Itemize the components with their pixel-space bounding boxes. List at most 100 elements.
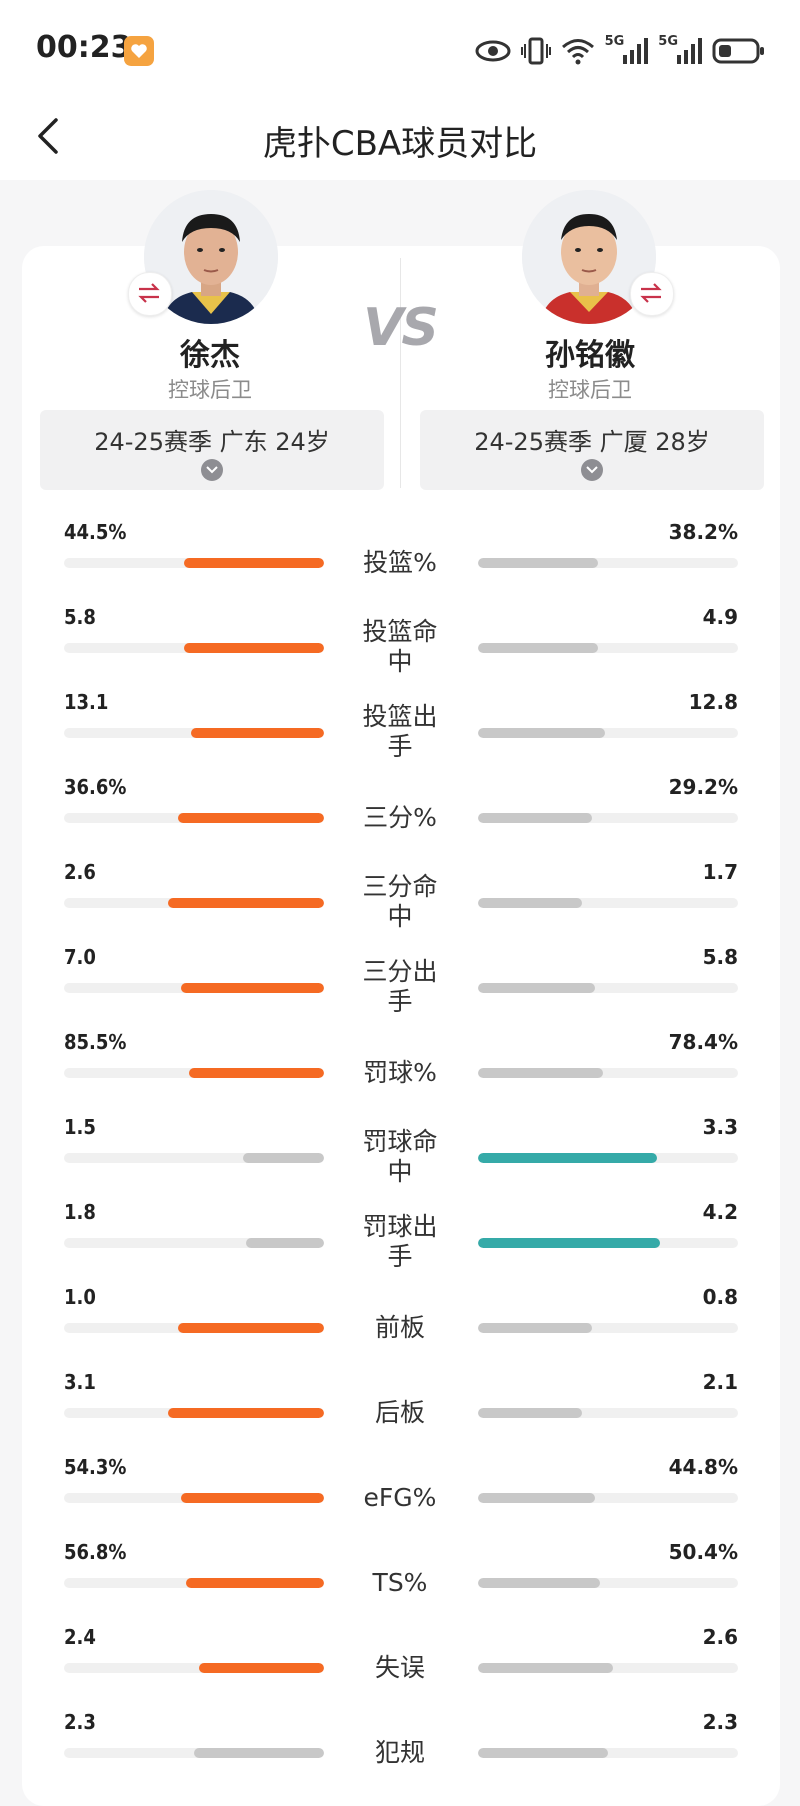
stat-value-left: 1.5 [64, 1115, 96, 1139]
stat-value-right: 5.8 [702, 945, 738, 969]
stat-bar-right [478, 1493, 738, 1503]
chevron-down-icon [201, 459, 223, 481]
stat-bar-right [478, 813, 738, 823]
player-avatar-right[interactable] [522, 190, 656, 324]
vs-label: VS [363, 298, 439, 358]
stat-value-left: 3.1 [64, 1370, 96, 1394]
season-selector-right[interactable]: 24-25赛季 广厦 28岁 [420, 410, 764, 490]
stat-bar-right [478, 1578, 738, 1588]
stat-value-right: 29.2% [668, 775, 738, 799]
stat-label: 三分出手 [362, 957, 438, 1016]
stat-bar-fill-left [181, 983, 324, 993]
wifi-icon [561, 39, 594, 65]
clock: 00:23 [36, 30, 132, 65]
stat-value-right: 38.2% [668, 520, 738, 544]
stat-value-right: 4.9 [702, 605, 738, 629]
stat-bar-left [64, 983, 324, 993]
season-selector-left[interactable]: 24-25赛季 广东 24岁 [40, 410, 384, 490]
stat-value-left: 44.5% [64, 520, 127, 544]
stat-label: 投篮出手 [362, 702, 438, 761]
stat-value-right: 2.3 [702, 1710, 738, 1734]
stat-bar-left [64, 898, 324, 908]
swap-icon [138, 283, 160, 303]
stat-bar-left [64, 1238, 324, 1248]
swap-icon [640, 283, 662, 303]
stat-bar-fill-right [478, 1068, 603, 1078]
stat-bar-fill-left [181, 1493, 324, 1503]
page-title: 虎扑CBA球员对比 [262, 124, 538, 164]
player-name-right: 孙铭徽 [545, 338, 635, 373]
stat-bar-left [64, 558, 324, 568]
stat-bar-fill-left [184, 558, 324, 568]
swap-player-left-button[interactable] [128, 272, 172, 316]
season-text-left: 24-25赛季 广东 24岁 [94, 428, 330, 456]
stat-value-left: 56.8% [64, 1540, 127, 1564]
status-bar: 00:23 5G 5G [0, 0, 800, 100]
stat-row: 54.3% 44.8% eFG% [0, 1455, 800, 1540]
stat-value-right: 0.8 [702, 1285, 738, 1309]
stat-row: 1.8 4.2 罚球出手 [0, 1200, 800, 1285]
stat-row: 7.0 5.8 三分出手 [0, 945, 800, 1030]
vibrate-icon [520, 37, 551, 65]
stat-bar-fill-right [478, 813, 592, 823]
stat-row: 36.6% 29.2% 三分% [0, 775, 800, 860]
stat-bar-right [478, 1748, 738, 1758]
stat-row: 85.5% 78.4% 罚球% [0, 1030, 800, 1115]
battery-icon [712, 38, 764, 64]
stat-row: 13.1 12.8 投篮出手 [0, 690, 800, 775]
nav-bar: 虎扑CBA球员对比 [0, 100, 800, 180]
player-position-right: 控球后卫 [548, 378, 632, 402]
stat-label: 犯规 [374, 1738, 425, 1767]
stat-value-right: 1.7 [702, 860, 738, 884]
stat-row: 2.4 2.6 失误 [0, 1625, 800, 1710]
status-icons: 5G 5G [475, 34, 766, 68]
stat-bar-right [478, 1238, 738, 1248]
network-type-label: 5G [604, 33, 625, 49]
stat-bar-right [478, 1153, 738, 1163]
stat-row: 5.8 4.9 投篮命中 [0, 605, 800, 690]
stat-bar-fill-right [478, 1408, 582, 1418]
stat-label: 三分命中 [362, 872, 438, 931]
stat-bar-left [64, 1323, 324, 1333]
stat-label: 罚球出手 [362, 1212, 438, 1271]
stat-bar-fill-left [168, 898, 324, 908]
back-button[interactable] [28, 114, 72, 158]
stat-row: 44.5% 38.2% 投篮% [0, 520, 800, 605]
stat-bar-right [478, 1068, 738, 1078]
stat-label: 罚球命中 [362, 1127, 438, 1186]
stat-bar-left [64, 1663, 324, 1673]
stat-value-left: 1.8 [64, 1200, 96, 1224]
eye-icon [475, 40, 511, 62]
stat-bar-fill-left [246, 1238, 324, 1248]
stat-value-right: 44.8% [668, 1455, 738, 1479]
stat-bar-fill-right [478, 1578, 600, 1588]
stat-bar-left [64, 728, 324, 738]
signal-icon [623, 38, 649, 64]
stat-bar-fill-left [168, 1408, 324, 1418]
stat-label: 后板 [374, 1398, 425, 1427]
stat-label: 投篮% [363, 548, 437, 577]
stat-label: eFG% [363, 1483, 437, 1512]
stat-bar-fill-right [478, 1663, 613, 1673]
stat-label: 三分% [363, 803, 437, 832]
chevron-down-icon [581, 459, 603, 481]
stat-bar-fill-right [478, 558, 598, 568]
stat-bar-left [64, 643, 324, 653]
player-avatar-left[interactable] [144, 190, 278, 324]
swap-player-right-button[interactable] [630, 272, 674, 316]
stat-value-left: 13.1 [64, 690, 109, 714]
stat-bar-fill-left [186, 1578, 324, 1588]
stat-bar-fill-right [478, 983, 595, 993]
stat-bar-fill-right [478, 728, 605, 738]
stat-bar-right [478, 558, 738, 568]
stat-value-right: 12.8 [688, 690, 738, 714]
chevron-left-icon [38, 118, 58, 154]
stat-bar-left [64, 1578, 324, 1588]
stat-bar-right [478, 643, 738, 653]
signal-icon-2 [677, 38, 702, 64]
stat-value-right: 78.4% [668, 1030, 738, 1054]
stat-value-right: 4.2 [702, 1200, 738, 1224]
stat-value-left: 36.6% [64, 775, 127, 799]
stat-bar-fill-left [189, 1068, 324, 1078]
stat-label: TS% [372, 1568, 428, 1597]
